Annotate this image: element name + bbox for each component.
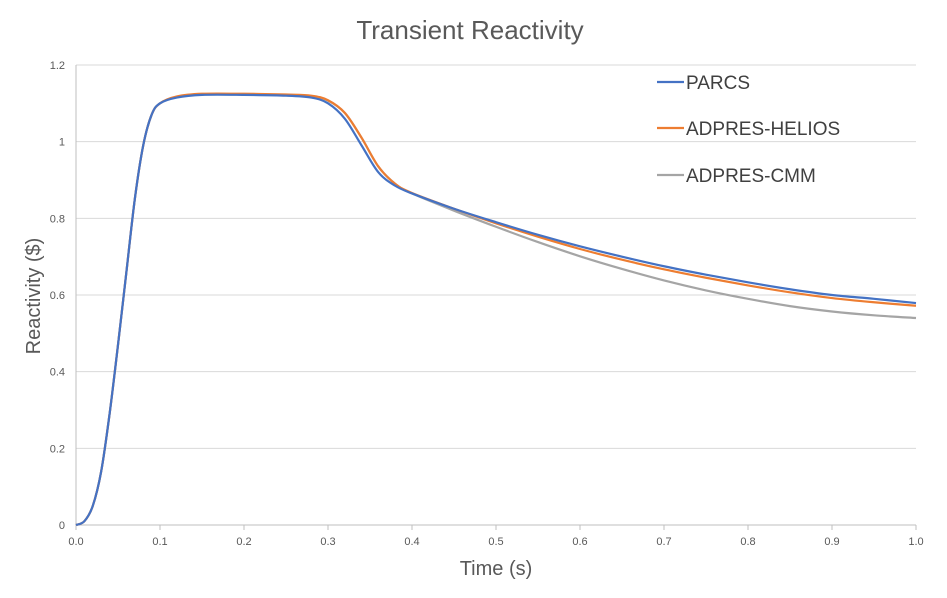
axes: 0 0.2 0.4 0.6 0.8 1 1.2 0.0 0.1 0.2 0.3 0.4 0.5 0.6 0.…	[50, 60, 924, 548]
y-tick-label: 0.6	[50, 290, 65, 302]
x-tick-label: 0.5	[488, 536, 503, 548]
y-tick-label: 0.2	[50, 443, 65, 455]
legend-label-adpres-cmm: ADPRES-CMM	[686, 166, 816, 187]
series-lines	[75, 92, 917, 527]
y-tick-label: 0	[59, 520, 65, 532]
legend: PARCS ADPRES-HELIOS ADPRES-CMM	[657, 73, 840, 187]
series-line-adpres-cmm	[75, 92, 917, 527]
x-tick-label: 0.0	[68, 536, 83, 548]
legend-label-parcs: PARCS	[686, 73, 750, 94]
series-line-parcs	[75, 93, 917, 527]
x-tick-label: 0.4	[404, 536, 419, 548]
y-axis-label: Reactivity ($)	[23, 238, 45, 355]
chart-title: Transient Reactivity	[356, 15, 583, 45]
gridlines	[76, 64, 916, 449]
y-tick-label: 1.2	[50, 60, 65, 72]
x-tick-label: 0.2	[236, 536, 251, 548]
x-tick-label: 0.7	[656, 536, 671, 548]
series-line-adpres-helios	[75, 92, 917, 527]
x-tick-label: 0.6	[572, 536, 587, 548]
x-tick-label: 0.1	[152, 536, 167, 548]
legend-label-adpres-helios: ADPRES-HELIOS	[686, 119, 840, 140]
x-tick-label: 1.0	[908, 536, 923, 548]
x-tick-label: 0.8	[740, 536, 755, 548]
y-tick-label: 1	[59, 137, 65, 149]
x-tick-label: 0.9	[824, 536, 839, 548]
y-tick-label: 0.4	[50, 367, 65, 379]
x-axis-label: Time (s)	[460, 558, 533, 580]
x-tick-label: 0.3	[320, 536, 335, 548]
y-tick-label: 0.8	[50, 213, 65, 225]
